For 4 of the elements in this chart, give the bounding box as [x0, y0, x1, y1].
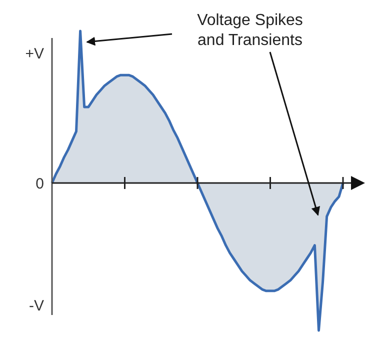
text: 0	[36, 175, 44, 192]
text: +V	[25, 45, 44, 62]
annotation: Voltage Spikes and Transients	[197, 12, 303, 49]
text: -V	[29, 297, 44, 314]
